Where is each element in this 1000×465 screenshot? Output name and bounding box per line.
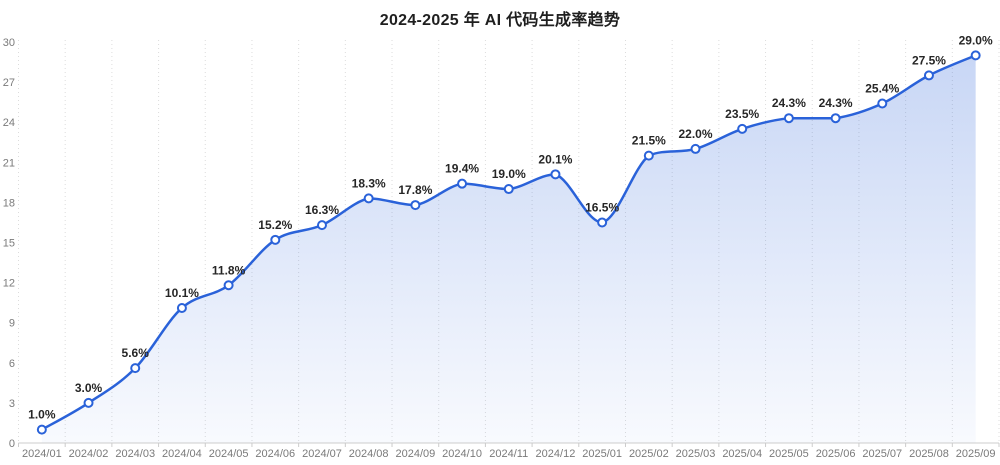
x-axis-label: 2024/05 bbox=[209, 448, 249, 460]
y-axis-label: 9 bbox=[9, 318, 15, 330]
data-point-label: 29.0% bbox=[959, 33, 993, 47]
x-axis-label: 2025/02 bbox=[629, 448, 669, 460]
data-point-label: 19.0% bbox=[492, 167, 526, 181]
data-point-marker[interactable] bbox=[130, 363, 141, 374]
data-point-label: 27.5% bbox=[912, 53, 946, 67]
data-point-label: 24.3% bbox=[819, 96, 853, 110]
y-axis-label: 3 bbox=[9, 398, 15, 410]
x-axis-label: 2024/01 bbox=[22, 448, 62, 460]
x-axis-label: 2024/11 bbox=[489, 448, 528, 460]
x-axis-label: 2024/04 bbox=[162, 448, 202, 460]
x-axis-label: 2025/08 bbox=[909, 448, 949, 460]
x-axis-label: 2025/09 bbox=[956, 448, 996, 460]
x-axis-label: 2024/06 bbox=[255, 448, 295, 460]
y-axis-label: 18 bbox=[3, 197, 15, 209]
data-point-marker[interactable] bbox=[36, 424, 47, 435]
data-point-marker[interactable] bbox=[316, 220, 327, 231]
x-axis-label: 2025/01 bbox=[582, 448, 622, 460]
data-point-label: 17.8% bbox=[398, 183, 432, 197]
y-axis-label: 21 bbox=[3, 157, 15, 169]
data-point-marker[interactable] bbox=[223, 280, 234, 291]
y-axis-label: 6 bbox=[9, 358, 15, 370]
x-axis-label: 2024/08 bbox=[349, 448, 389, 460]
x-axis-label: 2024/03 bbox=[115, 448, 155, 460]
x-axis-label: 2025/07 bbox=[862, 448, 902, 460]
data-point-label: 10.1% bbox=[165, 286, 199, 300]
data-point-label: 20.1% bbox=[538, 152, 572, 166]
y-axis-label: 15 bbox=[3, 238, 15, 250]
data-point-label: 22.0% bbox=[678, 127, 712, 141]
data-point-marker[interactable] bbox=[830, 113, 841, 124]
data-point-label: 21.5% bbox=[632, 134, 666, 148]
x-axis-label: 2025/03 bbox=[676, 448, 716, 460]
x-axis-label: 2024/02 bbox=[69, 448, 109, 460]
data-point-marker[interactable] bbox=[176, 302, 187, 313]
data-point-marker[interactable] bbox=[83, 397, 94, 408]
chart-title: 2024-2025 年 AI 代码生成率趋势 bbox=[379, 12, 621, 29]
data-point-marker[interactable] bbox=[457, 178, 468, 189]
area-fill bbox=[41, 55, 976, 443]
data-point-label: 5.6% bbox=[122, 346, 150, 360]
x-axis-label: 2024/09 bbox=[395, 448, 435, 460]
data-point-label: 24.3% bbox=[772, 96, 806, 110]
data-point-marker[interactable] bbox=[503, 184, 514, 195]
data-point-label: 16.5% bbox=[585, 200, 619, 214]
data-point-marker[interactable] bbox=[923, 70, 934, 81]
data-point-marker[interactable] bbox=[877, 98, 888, 109]
x-axis-label: 2024/12 bbox=[536, 448, 576, 460]
data-point-marker[interactable] bbox=[597, 217, 608, 228]
data-point-marker[interactable] bbox=[643, 150, 654, 161]
x-axis-label: 2024/10 bbox=[442, 448, 482, 460]
y-axis-label: 30 bbox=[3, 37, 15, 49]
data-point-label: 16.3% bbox=[305, 203, 339, 217]
data-point-marker[interactable] bbox=[690, 143, 701, 154]
y-axis-label: 24 bbox=[3, 117, 15, 129]
y-axis-label: 0 bbox=[9, 438, 15, 450]
data-point-marker[interactable] bbox=[270, 234, 281, 245]
data-point-label: 3.0% bbox=[75, 381, 103, 395]
data-point-marker[interactable] bbox=[363, 193, 374, 204]
data-point-marker[interactable] bbox=[410, 200, 421, 211]
data-point-marker[interactable] bbox=[737, 123, 748, 134]
x-axis-label: 2025/06 bbox=[816, 448, 856, 460]
data-point-label: 23.5% bbox=[725, 107, 759, 121]
x-axis-label: 2025/04 bbox=[722, 448, 762, 460]
data-point-label: 19.4% bbox=[445, 162, 479, 176]
x-axis-label: 2025/05 bbox=[769, 448, 809, 460]
data-point-label: 18.3% bbox=[352, 176, 386, 190]
data-point-label: 25.4% bbox=[865, 81, 899, 95]
y-axis-label: 12 bbox=[3, 278, 15, 290]
x-axis-label: 2024/07 bbox=[302, 448, 342, 460]
y-axis-label: 27 bbox=[3, 77, 15, 89]
data-point-marker[interactable] bbox=[970, 50, 981, 61]
data-point-marker[interactable] bbox=[783, 113, 794, 124]
data-point-label: 15.2% bbox=[258, 218, 292, 232]
data-point-marker[interactable] bbox=[550, 169, 561, 180]
data-point-label: 1.0% bbox=[28, 408, 56, 422]
data-point-label: 11.8% bbox=[212, 263, 246, 277]
